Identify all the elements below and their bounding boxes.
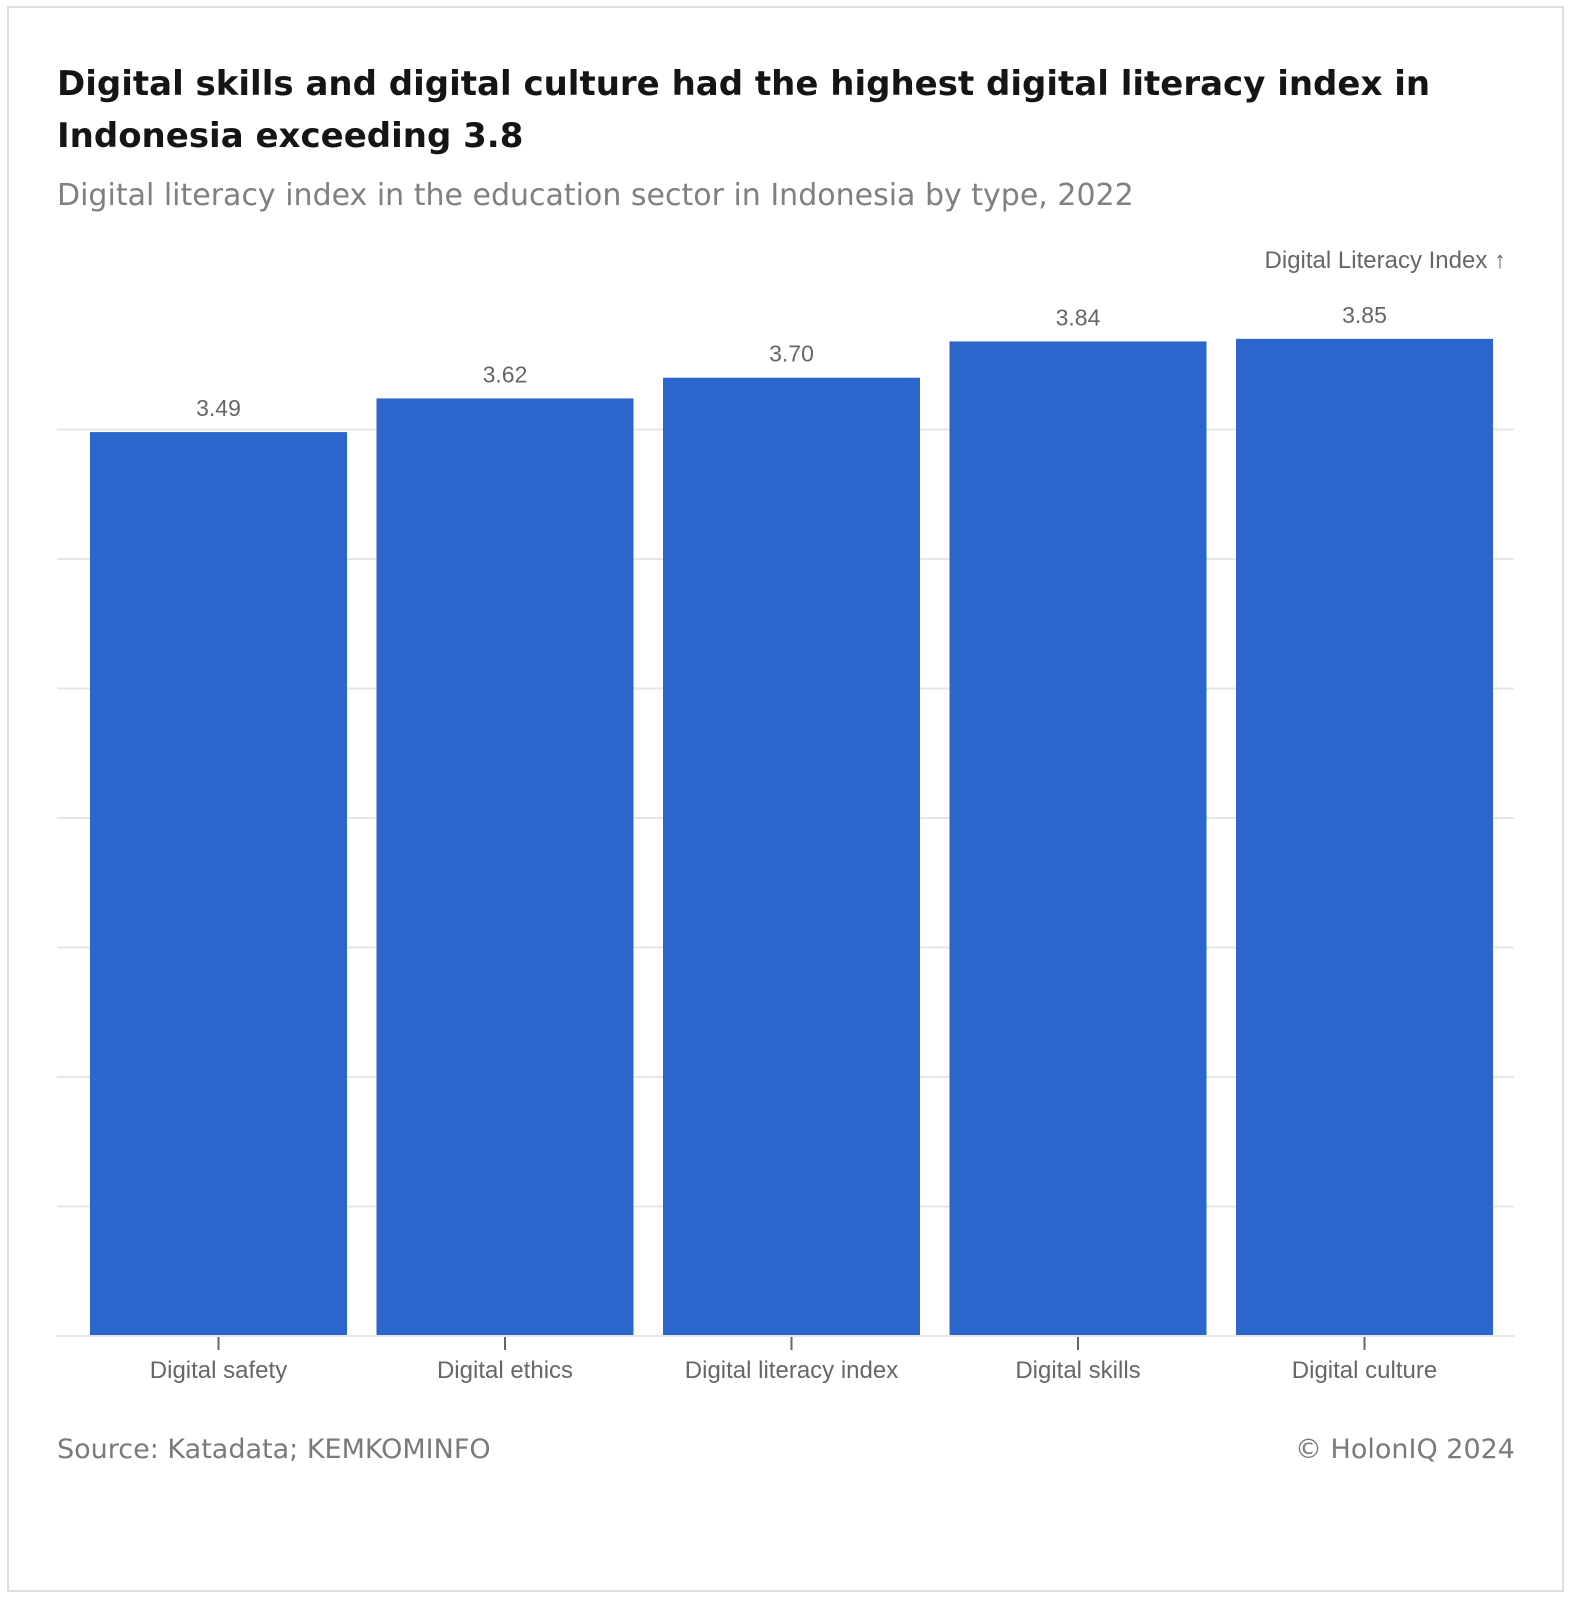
bar[interactable] [1236,338,1493,1337]
data-label: 3.62 [483,361,528,387]
data-labels: 3.49 3.62 3.70 3.84 3.85 [196,302,1387,421]
bar[interactable] [376,398,634,1336]
bar[interactable] [949,341,1207,1336]
data-label: 3.70 [769,341,814,367]
bar[interactable] [663,377,920,1336]
x-tick-label: Digital skills [1015,1357,1140,1384]
source-note: Source: Katadata; KEMKOMINFO [57,1434,491,1465]
chart-title: Digital skills and digital culture had t… [57,64,1431,156]
x-axis: Digital safety Digital ethics Digital lite… [57,1335,1514,1384]
bars [90,338,1493,1337]
x-tick-label: Digital safety [150,1357,287,1384]
data-label: 3.49 [196,395,241,421]
data-label: 3.85 [1342,302,1387,328]
x-tick-label: Digital literacy index [685,1357,898,1384]
bar[interactable] [90,432,347,1337]
y-axis-label: Digital Literacy Index ↑ [1265,247,1506,274]
x-tick-label: Digital ethics [437,1357,573,1384]
chart-subtitle: Digital literacy index in the education … [57,178,1134,213]
data-label: 3.84 [1056,304,1101,330]
x-tick-label: Digital culture [1292,1357,1437,1384]
copyright-note: © HolonIQ 2024 [1294,1434,1515,1465]
